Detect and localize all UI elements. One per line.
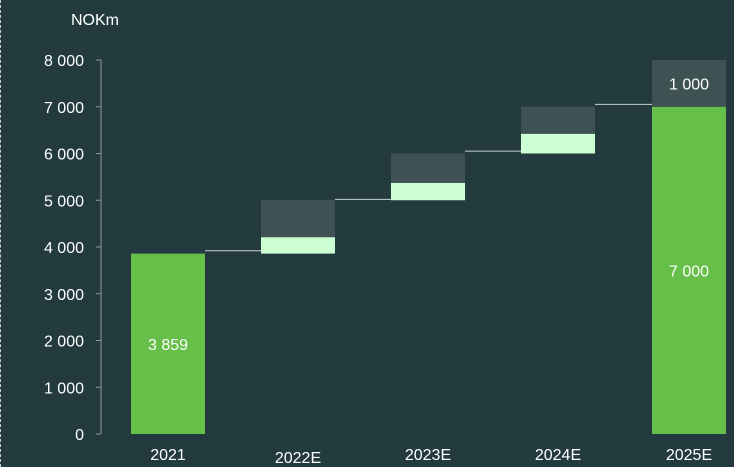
y-tick-label: 4 000 — [44, 240, 84, 257]
y-tick-label: 6 000 — [44, 147, 84, 164]
total-bar — [131, 253, 205, 434]
y-axis-unit-label: NOKm — [71, 12, 119, 29]
y-tick-label: 8 000 — [44, 53, 84, 70]
y-tick-label: 7 000 — [44, 100, 84, 117]
x-tick-label: 2023E — [405, 447, 451, 464]
step-low-bar — [391, 182, 465, 201]
step-low-bar — [261, 237, 335, 254]
bar-labels: 3 859 7 000 1 000 — [148, 76, 709, 353]
bars — [131, 60, 726, 434]
x-axis: 2021 2022E 2023E 2024E 2025E — [150, 447, 712, 467]
step-range-bar — [521, 106, 595, 134]
step-range-bar — [261, 199, 335, 238]
x-tick-label: 2022E — [275, 450, 321, 467]
x-tick-label: 2021 — [150, 447, 186, 464]
bar-value-label: 7 000 — [669, 263, 709, 280]
step-low-bar — [521, 133, 595, 154]
y-tick-label: 2 000 — [44, 334, 84, 351]
y-tick-label: 5 000 — [44, 193, 84, 210]
y-tick-label: 1 000 — [44, 380, 84, 397]
step-range-bar — [391, 153, 465, 183]
y-tick-label: 0 — [75, 427, 84, 444]
bar-value-label: 3 859 — [148, 337, 188, 354]
connector-lines — [205, 103, 652, 252]
x-tick-label: 2025E — [666, 447, 712, 464]
y-axis: 0 1 000 2 000 3 000 4 000 5 000 6 000 7 000 8 00… — [44, 53, 102, 444]
x-tick-label: 2024E — [535, 447, 581, 464]
y-tick-label: 3 000 — [44, 287, 84, 304]
total-bar — [652, 106, 726, 434]
range-value-label: 1 000 — [669, 76, 709, 93]
upside-range-bar — [652, 60, 726, 107]
